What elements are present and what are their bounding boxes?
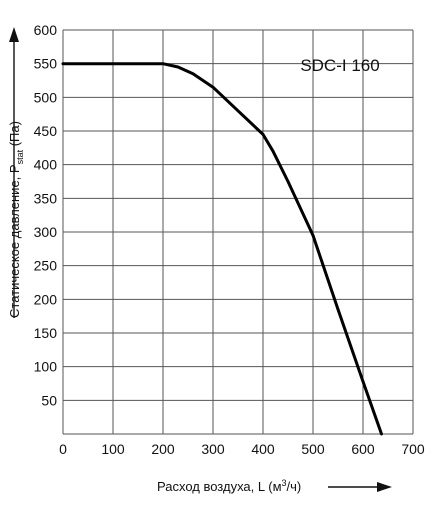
y-tick-label: 600 (34, 22, 58, 38)
performance-curve (61, 62, 383, 436)
y-tick-label: 300 (34, 224, 58, 240)
x-tick-label: 0 (59, 441, 67, 457)
x-tick-label: 500 (301, 441, 325, 457)
y-tick-label: 350 (34, 190, 58, 206)
x-axis-arrowhead (377, 482, 392, 492)
x-tick-label: 200 (151, 441, 175, 457)
x-tick-label: 100 (101, 441, 125, 457)
x-axis-label: Расход воздуха, L (м3/ч) (157, 478, 301, 494)
y-tick-label: 550 (34, 56, 58, 72)
x-tick-label: 700 (401, 441, 425, 457)
y-axis-arrowhead (9, 27, 19, 42)
model-label: SDC-I 160 (300, 56, 379, 75)
y-tick-label: 200 (34, 291, 58, 307)
tick-labels: 0 100 200 300 400 500 600 700 50 100 150 200 250 300 3… (34, 22, 425, 457)
x-tick-label: 400 (251, 441, 275, 457)
y-tick-label: 500 (34, 89, 58, 105)
x-tick-label: 300 (201, 441, 225, 457)
y-tick-label: 450 (34, 123, 58, 139)
y-tick-label: 100 (34, 359, 58, 375)
y-tick-label: 50 (41, 392, 57, 408)
y-tick-label: 250 (34, 258, 58, 274)
y-tick-label: 400 (34, 157, 58, 173)
y-axis-label: Статическое давление, Pstat (Па) (7, 121, 25, 318)
x-tick-label: 600 (351, 441, 375, 457)
y-tick-label: 150 (34, 325, 58, 341)
